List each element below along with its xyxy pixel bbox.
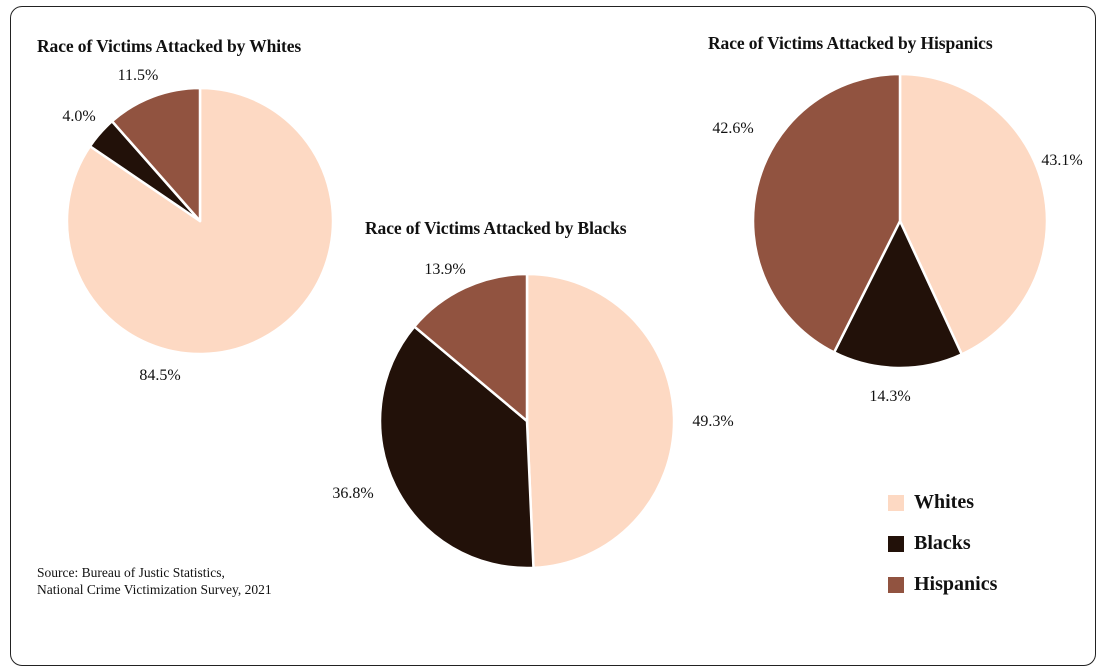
legend-item-hispanics: Hispanics [888,564,997,605]
legend-item-whites: Whites [888,482,997,523]
pct-label-0-blacks: 4.0% [62,108,96,125]
legend-swatch-blacks [888,535,904,552]
pct-label-1-blacks: 36.8% [332,485,374,502]
source-line-2: National Crime Victimization Survey, 202… [37,582,272,597]
source-note: Source: Bureau of Justic Statistics, Nat… [37,564,272,598]
pie-slice-2-hispanics [751,72,902,354]
legend-item-blacks: Blacks [888,523,997,564]
chart-title-whites: Race of Victims Attacked by Whites [37,36,302,56]
legend-label-blacks: Blacks [914,532,971,554]
pie-slice-1-blacks [378,325,535,570]
pie-charts [65,72,1049,570]
pie-slice-2-blacks [832,219,963,370]
pct-label-1-whites: 49.3% [692,413,734,430]
pie-slice-1-hispanics [413,272,529,423]
legend-swatch-hispanics [888,576,904,593]
pct-label-0-hispanics: 11.5% [117,67,159,84]
pie-slice-0-hispanics [110,86,202,223]
pie-slice-1-whites [525,272,676,570]
chart-title-blacks: Race of Victims Attacked by Blacks [365,218,627,238]
legend-label-hispanics: Hispanics [914,573,998,595]
legend-label-whites: Whites [914,491,974,513]
source-line-1: Source: Bureau of Justic Statistics, [37,565,225,580]
legend-swatch-whites [888,494,904,511]
chart-title-hispanics: Race of Victims Attacked by Hispanics [708,33,993,53]
pct-label-0-whites: 84.5% [139,367,181,384]
pct-label-2-whites: 43.1% [1041,152,1083,169]
pie-slice-2-whites [898,72,1049,356]
legend: Whites Blacks Hispanics [888,482,997,605]
pct-label-2-blacks: 14.3% [869,388,911,405]
pct-label-1-hispanics: 13.9% [424,261,466,278]
pct-label-2-hispanics: 42.6% [712,120,754,137]
